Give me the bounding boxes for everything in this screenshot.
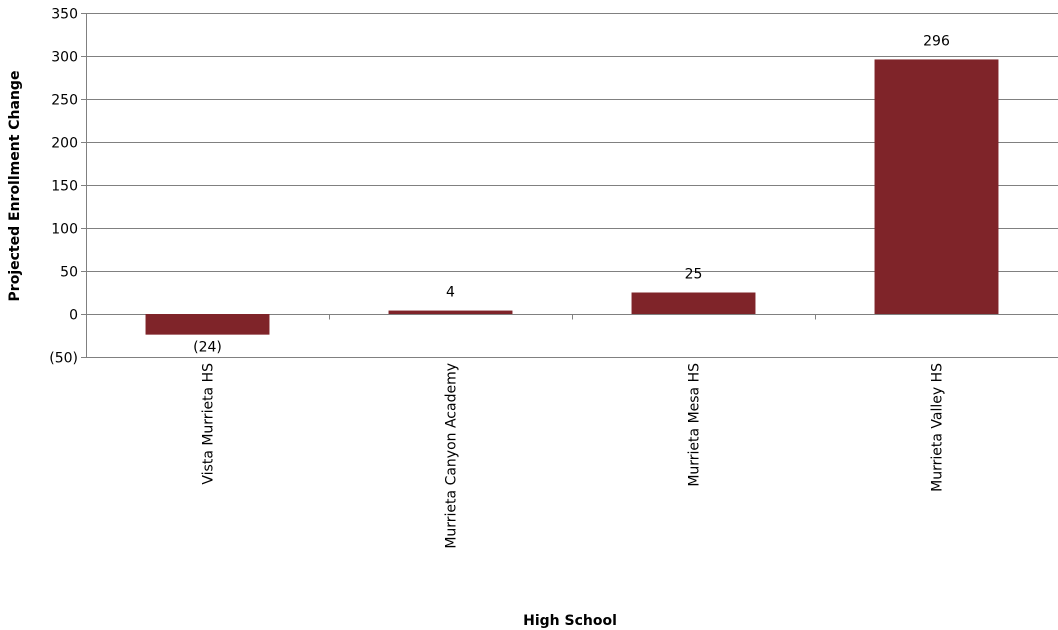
y-tick-label: 300 [51,50,78,66]
axes [86,13,816,357]
x-tick-label: Murrieta Valley HS [930,363,946,492]
bar [145,314,270,335]
y-tick-label: 200 [51,136,78,152]
y-axis-title: Projected Enrollment Change [7,71,23,302]
labels: (50) 0 50 100 150 200 250 300 350 (24) Vista Murri… [49,7,950,549]
x-tick-label: Vista Murrieta HS [201,363,217,485]
bar [631,292,756,314]
x-tick-label: Murrieta Canyon Academy [444,363,460,549]
bar [388,310,513,314]
y-tick-label: 250 [51,93,78,109]
data-label: (24) [193,340,222,356]
y-tick-label: (50) [49,351,78,367]
data-label: 4 [446,285,455,301]
y-tick-label: 100 [51,222,78,238]
y-tick-label: 0 [69,308,78,324]
x-axis-title: High School [523,613,617,629]
data-label: 296 [923,33,950,49]
bars [145,59,999,335]
x-tick-label: Murrieta Mesa HS [687,363,703,487]
y-tick-label: 50 [60,265,78,281]
data-label: 25 [685,267,703,283]
y-tick-label: 150 [51,179,78,195]
y-tick-label: 350 [51,7,78,23]
bar [874,59,999,314]
